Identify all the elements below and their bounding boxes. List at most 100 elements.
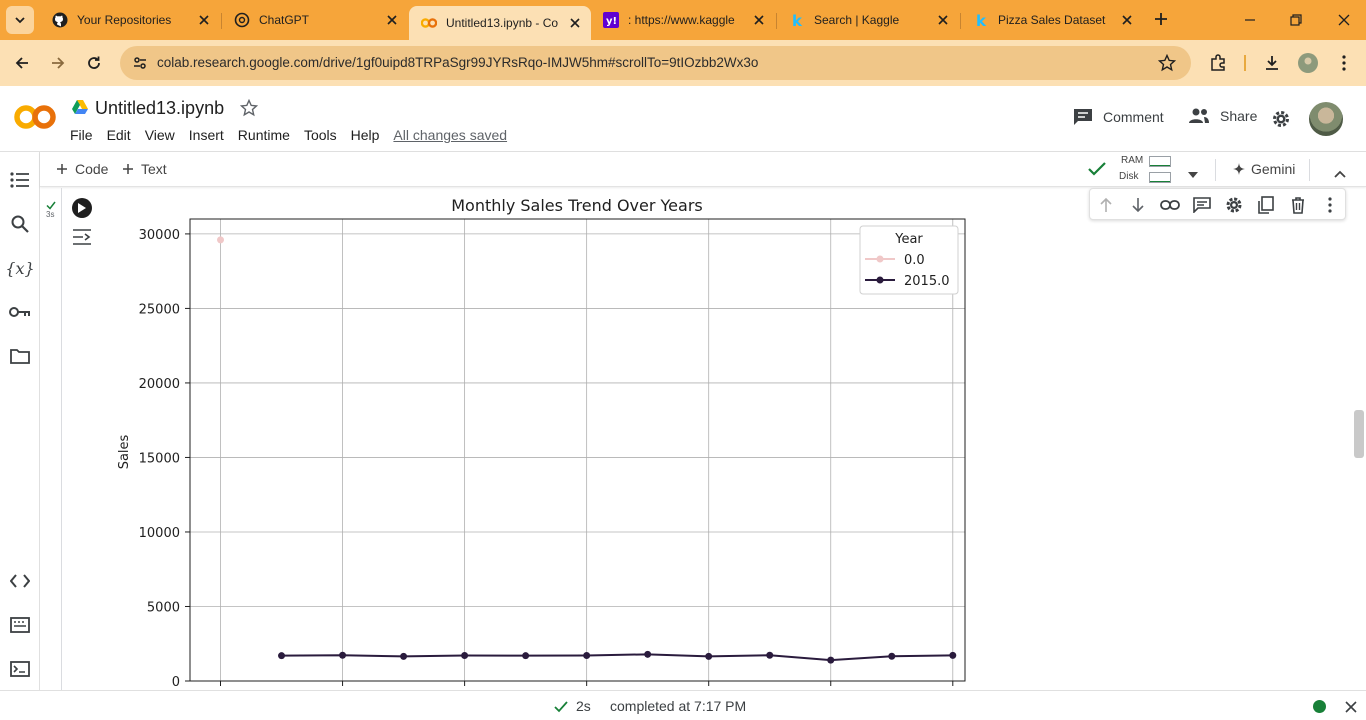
puzzle-icon — [1211, 54, 1225, 71]
secrets-key-icon[interactable] — [9, 301, 31, 323]
y-tick-label: 25000 — [139, 302, 180, 317]
y-axis-label: Sales — [117, 434, 132, 469]
table-of-contents-icon[interactable] — [9, 169, 31, 191]
connected-check-icon — [1088, 161, 1106, 182]
elapsed-time: 2s — [576, 698, 591, 714]
notebook-toolbar: Code Text RAM Disk Gemini — [40, 152, 1366, 187]
notebook-title[interactable]: Untitled13.ipynb — [95, 98, 225, 118]
folder-icon[interactable] — [9, 345, 31, 367]
svg-text:y!: y! — [606, 16, 617, 27]
plot-frame — [189, 218, 966, 682]
tab-search-button[interactable] — [6, 6, 34, 34]
move-up-icon[interactable] — [1096, 195, 1116, 215]
data-point — [522, 652, 530, 660]
close-icon[interactable] — [751, 12, 767, 28]
menu-view[interactable]: View — [144, 127, 175, 143]
link-icon[interactable] — [1160, 195, 1180, 215]
runtime-dropdown-icon[interactable] — [1187, 166, 1199, 184]
data-point — [888, 652, 896, 660]
menu-file[interactable]: File — [70, 127, 93, 143]
colab-logo[interactable] — [14, 102, 56, 137]
back-button[interactable] — [11, 52, 33, 74]
settings-gear-icon[interactable] — [1224, 195, 1244, 215]
kaggle-icon: k — [973, 12, 989, 28]
status-message: completed at 7:17 PM — [610, 698, 747, 714]
menu-insert[interactable]: Insert — [188, 127, 224, 143]
gemini-button[interactable]: Gemini — [1233, 161, 1295, 177]
mirror-cell-icon[interactable] — [1256, 195, 1276, 215]
scrollbar-thumb[interactable] — [1354, 410, 1364, 458]
toolbar-divider — [1309, 159, 1310, 181]
profile-button[interactable] — [1297, 52, 1319, 74]
output-options-icon[interactable] — [72, 228, 92, 251]
ram-meter — [1149, 156, 1171, 167]
browser-menu-button[interactable] — [1333, 52, 1355, 74]
site-settings-icon[interactable] — [132, 55, 148, 76]
reload-button[interactable] — [83, 52, 105, 74]
comment-icon[interactable] — [1192, 195, 1212, 215]
share-button[interactable]: Share — [1188, 108, 1257, 124]
tab-kaggle-search[interactable]: k Search | Kaggle — [777, 4, 959, 36]
extensions-button[interactable] — [1207, 52, 1229, 74]
data-point — [461, 652, 469, 660]
add-code-button[interactable]: Code — [56, 161, 108, 177]
close-icon[interactable] — [1119, 12, 1135, 28]
run-cell-button[interactable] — [72, 198, 92, 218]
minimize-button[interactable] — [1240, 10, 1260, 30]
svg-text:k: k — [792, 12, 803, 28]
menu-edit[interactable]: Edit — [106, 127, 131, 143]
tab-chatgpt[interactable]: ChatGPT — [222, 4, 408, 36]
bookmark-star-icon[interactable] — [1157, 53, 1177, 77]
connection-status-dot — [1313, 700, 1326, 713]
data-point — [217, 236, 225, 244]
tab-yahoo[interactable]: y! : https://www.kaggle — [591, 4, 775, 36]
save-status-link[interactable]: All changes saved — [393, 127, 508, 143]
close-icon[interactable] — [196, 12, 212, 28]
avatar-icon — [1298, 53, 1318, 73]
run-status-check-icon — [46, 197, 56, 215]
move-down-icon[interactable] — [1128, 195, 1148, 215]
add-code-label: Code — [75, 161, 109, 177]
star-icon[interactable] — [239, 98, 259, 122]
chart-series — [217, 236, 957, 664]
forward-button[interactable] — [47, 52, 69, 74]
data-point — [949, 651, 957, 659]
sparkle-icon — [1233, 163, 1245, 175]
command-palette-icon[interactable] — [9, 614, 31, 636]
search-icon[interactable] — [9, 213, 31, 235]
cell-action-toolbar — [1089, 188, 1346, 220]
restore-button[interactable] — [1286, 10, 1306, 30]
menu-tools[interactable]: Tools — [303, 127, 337, 143]
tab-title: Pizza Sales Dataset — [998, 13, 1106, 27]
chevron-up-icon[interactable] — [1334, 165, 1346, 183]
x-axis — [220, 681, 954, 686]
variables-icon[interactable]: {𝑥} — [5, 258, 35, 278]
settings-gear-icon[interactable] — [1271, 109, 1291, 134]
tab-pizza-dataset[interactable]: k Pizza Sales Dataset — [961, 4, 1143, 36]
user-avatar[interactable] — [1309, 102, 1343, 136]
add-text-button[interactable]: Text — [122, 161, 167, 177]
tab-title: Untitled13.ipynb - Co — [446, 16, 559, 30]
code-snippets-icon[interactable] — [9, 570, 31, 592]
people-icon — [1189, 108, 1209, 123]
delete-trash-icon[interactable] — [1288, 195, 1308, 215]
tab-github[interactable]: Your Repositories — [40, 4, 220, 36]
close-icon[interactable] — [384, 12, 400, 28]
google-drive-icon — [72, 100, 88, 119]
menu-help[interactable]: Help — [350, 127, 380, 143]
tab-colab[interactable]: Untitled13.ipynb - Co — [409, 6, 591, 40]
tab-title: : https://www.kaggle — [628, 13, 735, 27]
new-tab-button[interactable] — [1150, 8, 1172, 30]
close-icon[interactable] — [567, 15, 583, 31]
menu-runtime[interactable]: Runtime — [237, 127, 290, 143]
comment-button[interactable]: Comment — [1073, 108, 1164, 126]
downloads-button[interactable] — [1261, 52, 1283, 74]
window-close-button[interactable] — [1334, 10, 1354, 30]
terminal-icon[interactable] — [9, 658, 31, 680]
more-vertical-icon[interactable] — [1320, 195, 1340, 215]
close-icon[interactable] — [935, 12, 951, 28]
colab-header: Untitled13.ipynb File Edit View Insert R… — [0, 86, 1366, 152]
comment-icon — [1074, 109, 1092, 125]
address-bar[interactable]: colab.research.google.com/drive/1gf0uipd… — [120, 46, 1191, 80]
close-icon[interactable] — [1345, 700, 1357, 718]
